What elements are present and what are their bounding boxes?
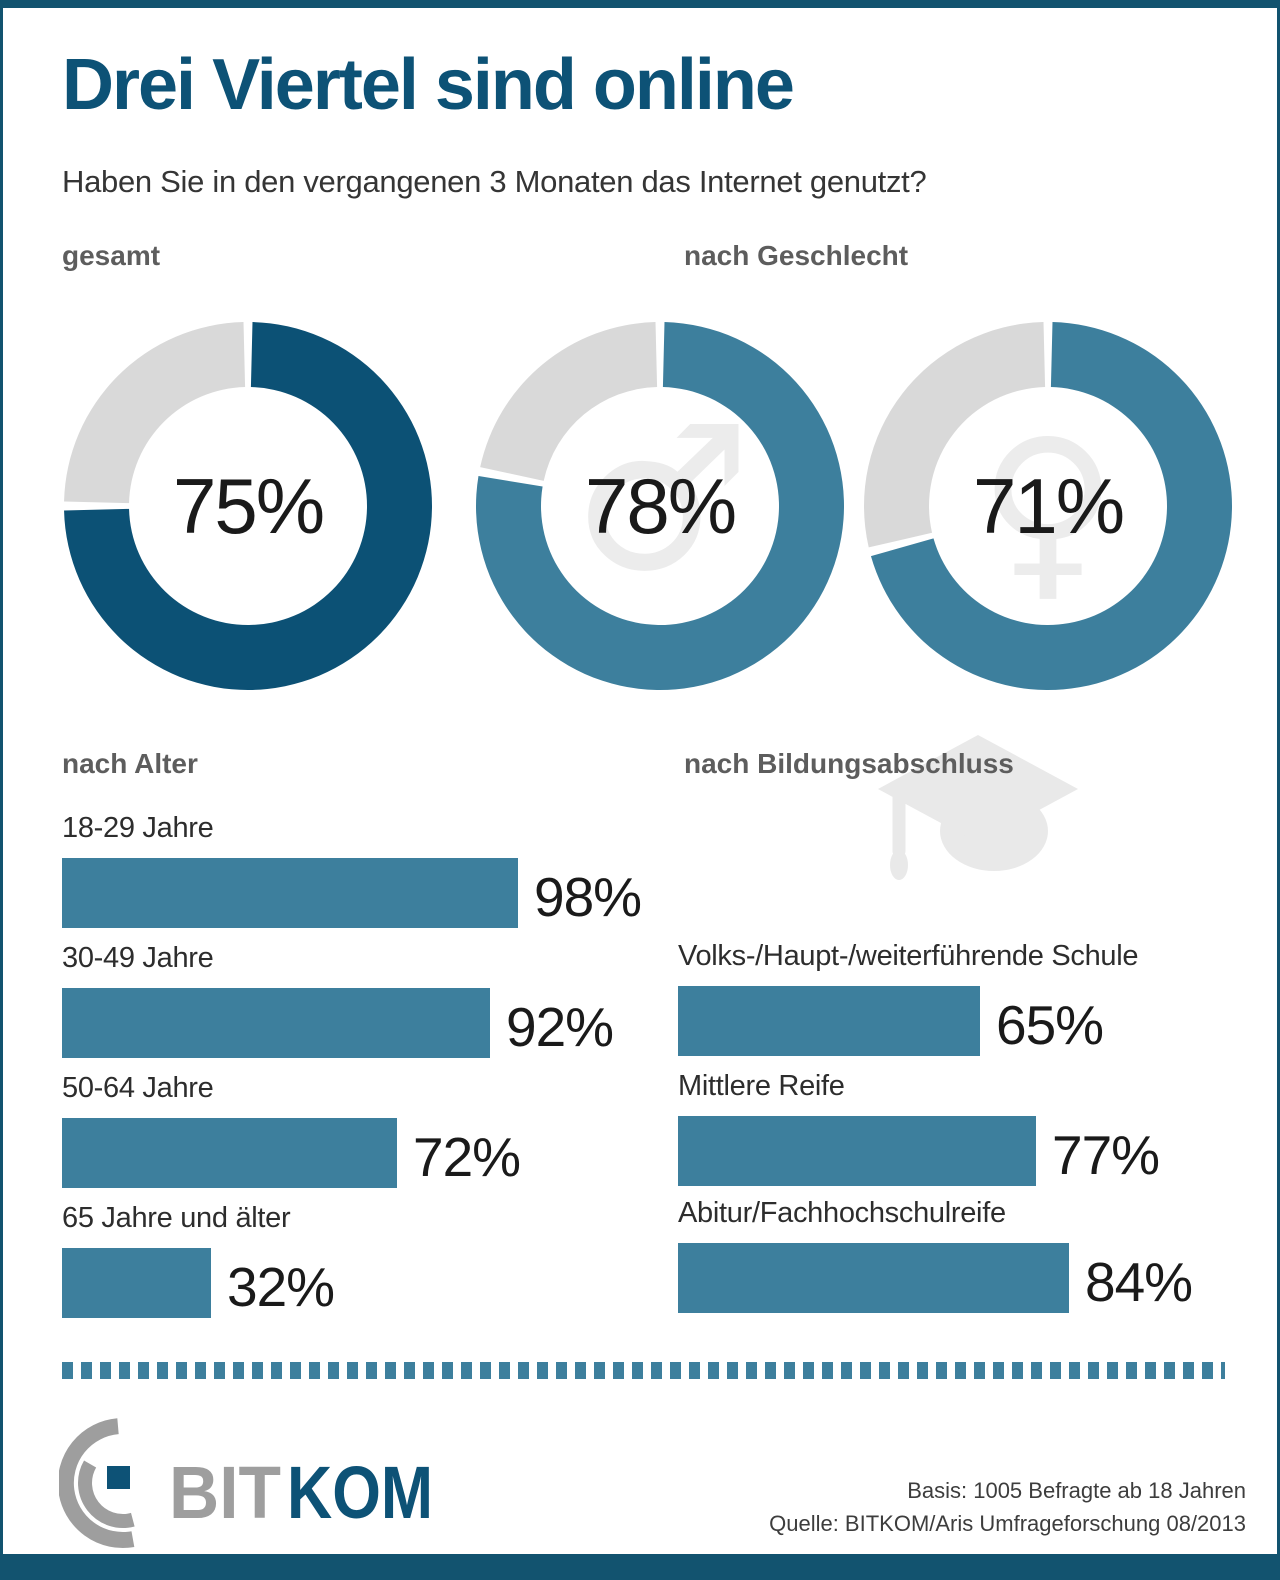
section-label-bildung: nach Bildungsabschluss	[684, 748, 1014, 779]
logo-text-kom: KOM	[287, 1451, 433, 1534]
bar-value-label: 77%	[1052, 1124, 1160, 1186]
section-label-alter: nach Alter	[62, 748, 198, 779]
bar-category-label: 30-49 Jahre	[62, 942, 214, 974]
bar-category-label: Volks-/Haupt-/weiterführende Schule	[678, 940, 1139, 972]
bar-item-age-18-29: 18-29 Jahre 98%	[62, 812, 642, 928]
bar-category-label: 50-64 Jahre	[62, 1072, 214, 1104]
bar: 84%	[678, 1243, 1193, 1313]
bar-item-age-30-49: 30-49 Jahre 92%	[62, 942, 614, 1058]
male-symbol-icon: ♂	[572, 383, 752, 616]
donut-value-label-frauen: 71%	[972, 461, 1125, 550]
survey-question: Haben Sie in den vergangenen 3 Monaten d…	[62, 164, 927, 199]
logo-inner-arc	[78, 1460, 135, 1528]
bar-value-label: 84%	[1085, 1251, 1193, 1313]
donut-value-label-maenner: 78%	[584, 461, 737, 550]
bar-item-age-65plus: 65 Jahre und älter 32%	[62, 1202, 335, 1318]
bar-value-label: 98%	[534, 866, 642, 928]
bar-item-edu-volksschule: Volks-/Haupt-/weiterführende Schule 65%	[678, 940, 1139, 1056]
bar: 98%	[62, 858, 642, 928]
donut-remainder-segment	[64, 322, 246, 504]
bar-category-label: 65 Jahre und älter	[62, 1202, 291, 1234]
bar-fill	[62, 1248, 211, 1318]
donut-remainder-segment	[864, 322, 1046, 548]
bar-category-label: Mittlere Reife	[678, 1070, 845, 1102]
bar-value-label: 72%	[413, 1126, 521, 1188]
bar: 77%	[678, 1116, 1160, 1186]
bar-value-label: 65%	[996, 994, 1104, 1056]
logo-text-bit: BIT	[169, 1451, 281, 1534]
bar: 32%	[62, 1248, 335, 1318]
donut-chart-gesamt: 75%	[64, 322, 432, 690]
bar: 72%	[62, 1118, 521, 1188]
logo-outer-arc	[59, 1418, 135, 1548]
bar-category-label: Abitur/Fachhochschulreife	[678, 1197, 1006, 1229]
page-title: Drei Viertel sind online	[62, 45, 795, 125]
basis-line: Basis: 1005 Befragte ab 18 Jahren	[907, 1478, 1246, 1503]
bar-fill	[62, 988, 490, 1058]
bar-item-age-50-64: 50-64 Jahre 72%	[62, 1072, 521, 1188]
donut-value-segment	[64, 322, 432, 690]
infographic-content: Drei Viertel sind online Haben Sie in de…	[3, 8, 1277, 1554]
bar-value-label: 32%	[227, 1256, 335, 1318]
bitkom-logo: BIT KOM	[59, 1418, 433, 1548]
bar-fill	[62, 858, 518, 928]
quelle-line: Quelle: BITKOM/Aris Umfrageforschung 08/…	[769, 1511, 1246, 1536]
bar-category-label: 18-29 Jahre	[62, 812, 214, 844]
donut-chart-maenner: ♂ 78%	[476, 322, 844, 690]
bar-fill	[678, 1116, 1036, 1186]
donut-remainder-segment	[480, 322, 658, 481]
dashed-divider	[62, 1362, 1225, 1379]
donut-chart-frauen: ♀ 71%	[864, 322, 1232, 690]
bar: 65%	[678, 986, 1138, 1056]
bar-item-edu-mittlere-reife: Mittlere Reife 77%	[678, 1070, 1160, 1186]
bar-value-label: 92%	[506, 996, 614, 1058]
graduation-cap-icon	[878, 735, 1078, 880]
donut-value-segment	[476, 322, 844, 690]
donut-ring-frauen	[864, 322, 1232, 690]
bar-fill	[678, 986, 980, 1056]
female-symbol-icon: ♀	[978, 399, 1118, 620]
donut-ring-gesamt	[64, 322, 432, 690]
donut-value-label-gesamt: 75%	[172, 461, 325, 550]
section-label-geschlecht: nach Geschlecht	[684, 240, 909, 271]
bar-fill	[62, 1118, 397, 1188]
donut-value-segment	[870, 322, 1232, 690]
bar: 92%	[62, 988, 614, 1058]
bar-item-edu-abitur: Abitur/Fachhochschulreife 84%	[678, 1197, 1193, 1313]
logo-square	[107, 1466, 130, 1489]
section-label-gesamt: gesamt	[62, 240, 161, 271]
donut-ring-maenner	[476, 322, 844, 690]
bar-fill	[678, 1243, 1069, 1313]
source-note: Basis: 1005 Befragte ab 18 Jahren Quelle…	[769, 1474, 1246, 1540]
